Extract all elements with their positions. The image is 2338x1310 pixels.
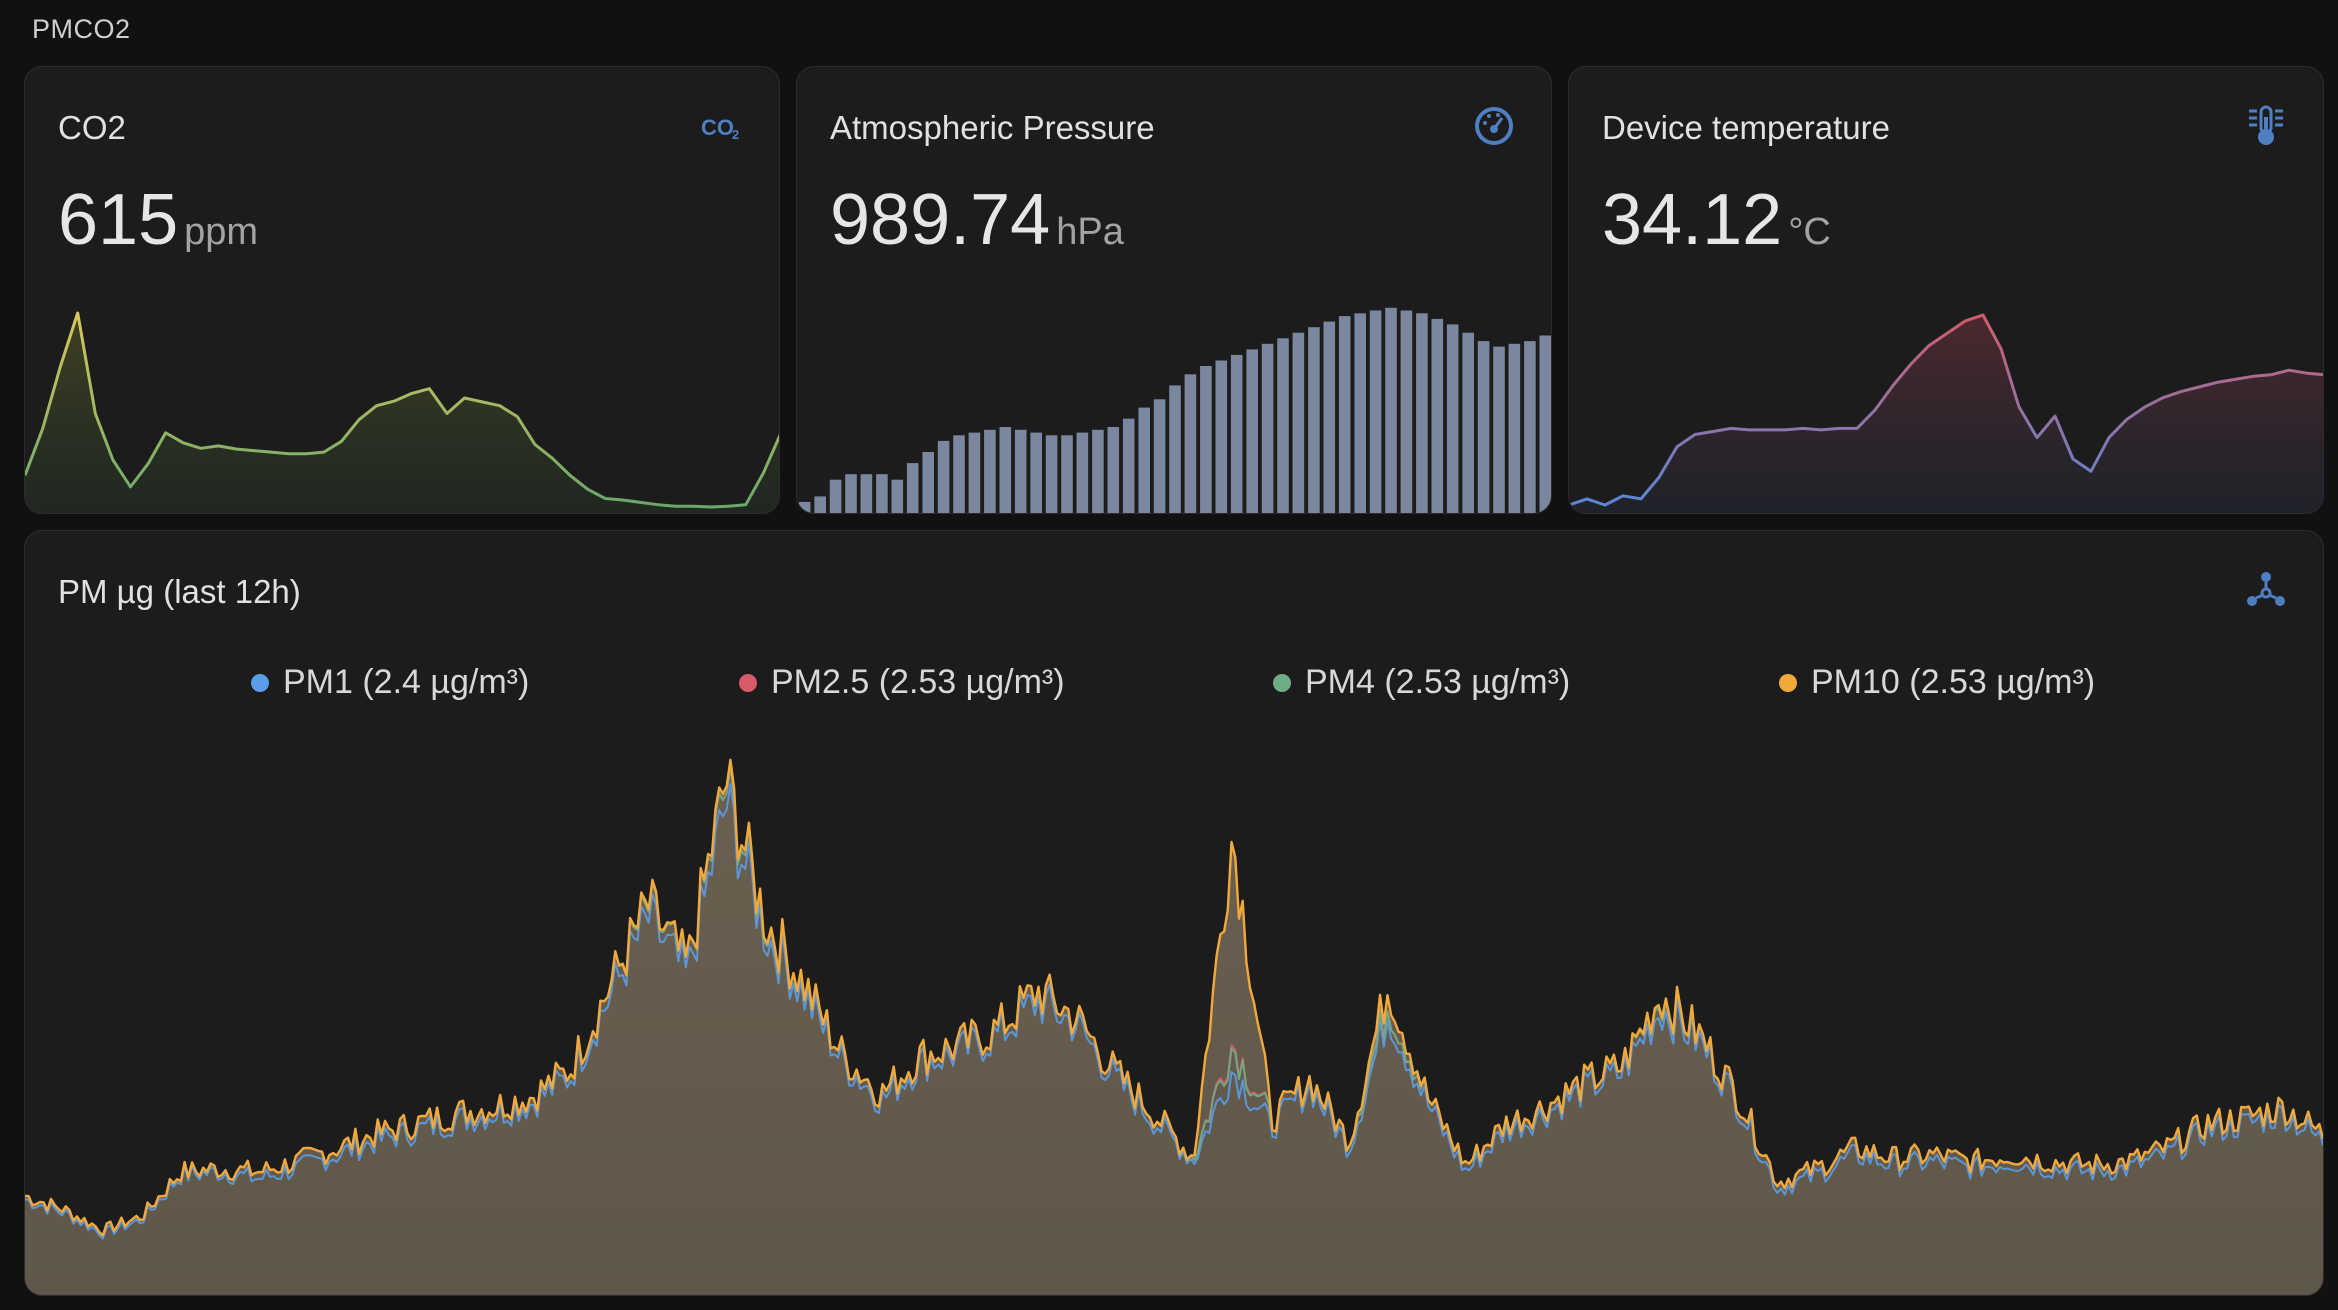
pm-area-fill xyxy=(25,759,2323,1295)
pressure-bar xyxy=(829,479,842,513)
pressure-bar xyxy=(1338,316,1351,513)
pressure-bar xyxy=(1061,435,1073,513)
sparkline-area xyxy=(25,313,779,513)
sparkline-line xyxy=(1569,313,2323,507)
section-title: PMCO2 xyxy=(32,14,131,44)
pressure-bar xyxy=(1308,327,1320,513)
legend-dot xyxy=(739,673,757,692)
legend-label: PM4 (2.53 µg/m³) xyxy=(1305,663,1571,701)
legend-item-pm25[interactable]: PM2.5 (2.53 µg/m³) xyxy=(739,663,1065,702)
pressure-bar xyxy=(1539,335,1551,513)
pressure-bar xyxy=(1261,343,1274,513)
pressure-bar xyxy=(1277,338,1289,513)
pressure-unit: hPa xyxy=(1056,211,1124,253)
pressure-bar xyxy=(953,435,965,513)
legend-label: PM1 (2.4 µg/m³) xyxy=(283,663,530,701)
pressure-bar xyxy=(1215,360,1228,513)
molecule-icon xyxy=(2247,572,2285,606)
pressure-bar xyxy=(1169,385,1181,513)
pressure-bar-chart xyxy=(798,307,1551,513)
pressure-card[interactable]: Atmospheric Pressure 989.74 hPa xyxy=(796,66,1552,514)
pressure-bar xyxy=(1045,435,1058,513)
pressure-bar xyxy=(922,452,934,513)
pressure-bar xyxy=(1369,310,1382,513)
card-title: Device temperature xyxy=(1602,109,1890,146)
temperature-sparkline xyxy=(1569,313,2323,513)
pressure-bar xyxy=(1524,341,1536,513)
pm-area-chart xyxy=(25,758,2323,1295)
temperature-value: 34.12 xyxy=(1602,180,1783,260)
pressure-bar xyxy=(1076,432,1089,513)
pressure-bar xyxy=(860,474,873,513)
pressure-bar xyxy=(1385,307,1397,513)
pressure-bar xyxy=(1508,343,1521,513)
pressure-bar xyxy=(814,496,826,513)
pressure-bar xyxy=(999,427,1012,513)
thermometer-icon xyxy=(2249,105,2283,145)
pressure-bar xyxy=(984,429,996,513)
pressure-bar xyxy=(1400,310,1413,513)
card-title: PM µg (last 12h) xyxy=(58,573,301,610)
pressure-bar xyxy=(798,501,811,513)
pm-card[interactable]: PM µg (last 12h) PM1 (2.4 µg/m³) PM2.5 (… xyxy=(24,530,2324,1296)
legend-label: PM10 (2.53 µg/m³) xyxy=(1811,663,2096,701)
pressure-bar xyxy=(1230,354,1243,513)
co2-card[interactable]: CO2 CO 2 615 ppm xyxy=(24,66,780,514)
pressure-value: 989.74 xyxy=(830,180,1051,260)
co2-sparkline xyxy=(25,311,779,513)
sparkline-line xyxy=(25,311,779,509)
legend-dot xyxy=(1779,673,1797,692)
pressure-bar xyxy=(1122,418,1135,513)
pressure-bar xyxy=(1416,313,1428,513)
legend-label: PM2.5 (2.53 µg/m³) xyxy=(771,663,1065,701)
card-title: CO2 xyxy=(58,109,126,146)
svg-text:2: 2 xyxy=(732,127,739,142)
pm-series-line-pm10 xyxy=(25,758,2323,1237)
legend-item-pm10[interactable]: PM10 (2.53 µg/m³) xyxy=(1779,663,2095,702)
temperature-card[interactable]: Device temperature 34.12 °C xyxy=(1568,66,2324,514)
pressure-bar xyxy=(1354,313,1366,513)
gauge-icon xyxy=(1475,107,1513,145)
pressure-bar xyxy=(1184,374,1197,513)
pressure-bar xyxy=(937,440,950,513)
card-title: Atmospheric Pressure xyxy=(830,109,1155,146)
pressure-bar xyxy=(968,432,981,513)
pm-series-line-pm1 xyxy=(25,783,2323,1240)
pressure-bar xyxy=(1462,332,1474,513)
pressure-bar xyxy=(1092,429,1104,513)
pressure-bar xyxy=(906,463,919,513)
pressure-bar xyxy=(1292,332,1305,513)
pressure-bar xyxy=(1446,324,1459,513)
legend-dot xyxy=(1273,673,1291,692)
pressure-bar xyxy=(1323,321,1336,513)
pressure-bar xyxy=(1477,341,1490,513)
sparkline-area xyxy=(1569,315,2323,513)
pressure-bar xyxy=(1246,349,1258,513)
pressure-bar xyxy=(1431,318,1444,513)
pressure-bar xyxy=(1200,366,1212,513)
temperature-unit: °C xyxy=(1788,211,1831,253)
pressure-bar xyxy=(891,479,904,513)
legend-item-pm4[interactable]: PM4 (2.53 µg/m³) xyxy=(1273,663,1570,702)
co2-unit: ppm xyxy=(184,211,259,253)
pressure-bar xyxy=(876,474,888,513)
pressure-bar xyxy=(1138,407,1150,513)
co2-value: 615 xyxy=(58,180,179,260)
pressure-bar xyxy=(1153,399,1166,513)
legend-item-pm1[interactable]: PM1 (2.4 µg/m³) xyxy=(251,663,529,702)
pressure-bar xyxy=(1014,429,1027,513)
legend-dot xyxy=(251,673,269,692)
svg-text:CO: CO xyxy=(701,115,734,140)
pressure-bar xyxy=(845,474,857,513)
co2-icon: CO 2 xyxy=(701,115,739,142)
pressure-bar xyxy=(1030,432,1042,513)
pressure-bar xyxy=(1493,346,1505,513)
pressure-bar xyxy=(1107,427,1120,513)
